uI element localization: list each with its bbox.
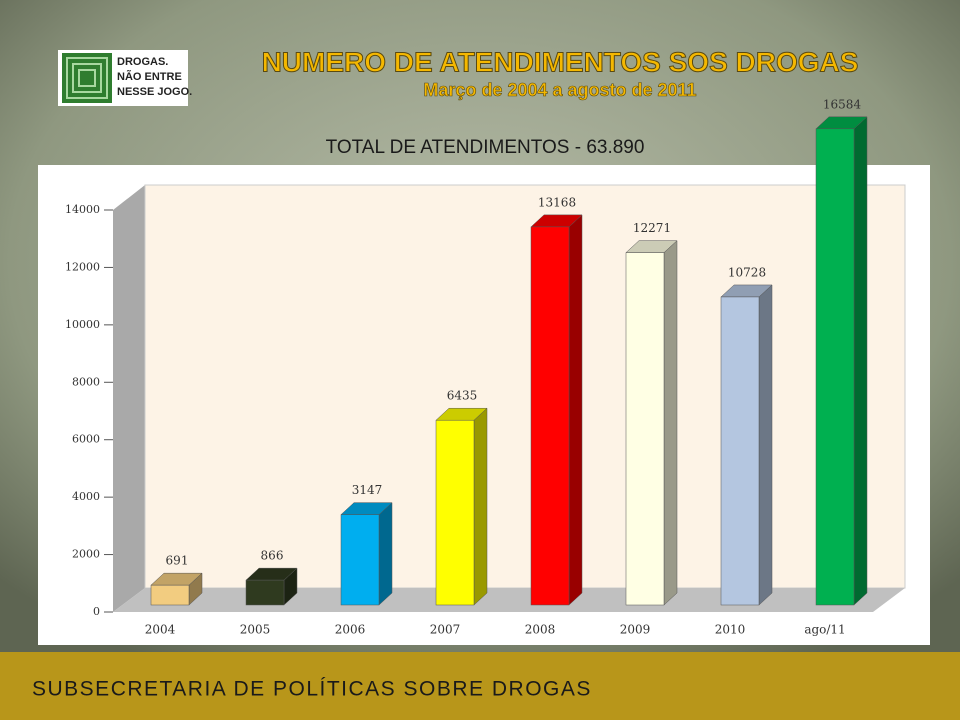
x-tick-label: 2005 xyxy=(240,623,271,637)
back-wall xyxy=(144,184,906,589)
side-wall xyxy=(113,185,145,612)
chart-subtitle: Março de 2004 a agosto de 2011 xyxy=(423,80,696,100)
bar xyxy=(720,284,773,606)
bar-front xyxy=(245,579,285,606)
logo-text: NÃO ENTRE xyxy=(117,70,182,83)
bar-front xyxy=(150,584,190,606)
y-tick-label: 4000 xyxy=(72,490,100,503)
y-tick-label: 0 xyxy=(93,605,100,618)
bar xyxy=(150,572,203,606)
data-label: 13168 xyxy=(538,195,576,209)
data-label: 12271 xyxy=(633,221,671,235)
logo-text: DROGAS. xyxy=(117,56,168,68)
bar xyxy=(245,567,298,606)
annotation: TOTAL DE ATENDIMENTOS - 63.890 xyxy=(326,137,645,158)
y-tick-label: 2000 xyxy=(72,548,100,561)
data-label: 10728 xyxy=(728,265,766,279)
footer-text: SUBSECRETARIA DE POLÍTICAS SOBRE DROGAS xyxy=(32,678,592,701)
logo-maze-lines xyxy=(66,57,108,99)
bar-side xyxy=(568,214,583,606)
bar-side xyxy=(663,240,678,606)
data-label: 866 xyxy=(261,549,284,563)
bar xyxy=(530,214,583,606)
x-tick-label: 2006 xyxy=(335,623,366,637)
x-tick-label: 2007 xyxy=(430,623,461,637)
floor xyxy=(113,588,905,612)
bar-front xyxy=(435,419,475,606)
bar-side xyxy=(758,284,773,606)
y-tick-label: 10000 xyxy=(65,318,100,331)
bar-side xyxy=(853,116,868,606)
bar-front xyxy=(340,514,380,606)
bar-side xyxy=(378,502,393,606)
x-tick-label: 2010 xyxy=(715,623,746,637)
y-tick-label: 8000 xyxy=(72,375,100,388)
x-tick-label: ago/11 xyxy=(804,623,845,637)
bar-front xyxy=(625,252,665,606)
logo-maze xyxy=(62,53,112,103)
bar xyxy=(340,502,393,606)
y-tick-label: 6000 xyxy=(72,433,100,446)
bar-front xyxy=(530,226,570,606)
chart-title: NUMERO DE ATENDIMENTOS SOS DROGAS xyxy=(262,46,859,77)
bar-front xyxy=(720,296,760,606)
footer-band xyxy=(0,652,960,720)
bar-side xyxy=(473,407,488,606)
bar xyxy=(435,407,488,606)
x-tick-label: 2004 xyxy=(145,623,176,637)
x-tick-label: 2009 xyxy=(620,623,651,637)
data-label: 16584 xyxy=(823,97,862,111)
logo-text: NESSE JOGO. xyxy=(117,86,192,98)
x-tick-label: 2008 xyxy=(525,623,556,637)
bar xyxy=(625,240,678,606)
y-tick-label: 12000 xyxy=(65,260,100,273)
bar-front xyxy=(815,128,855,606)
y-tick-label: 14000 xyxy=(65,203,100,216)
data-label: 6435 xyxy=(447,389,478,403)
data-label: 691 xyxy=(166,554,189,568)
bar xyxy=(815,116,868,606)
data-label: 3147 xyxy=(352,483,383,497)
